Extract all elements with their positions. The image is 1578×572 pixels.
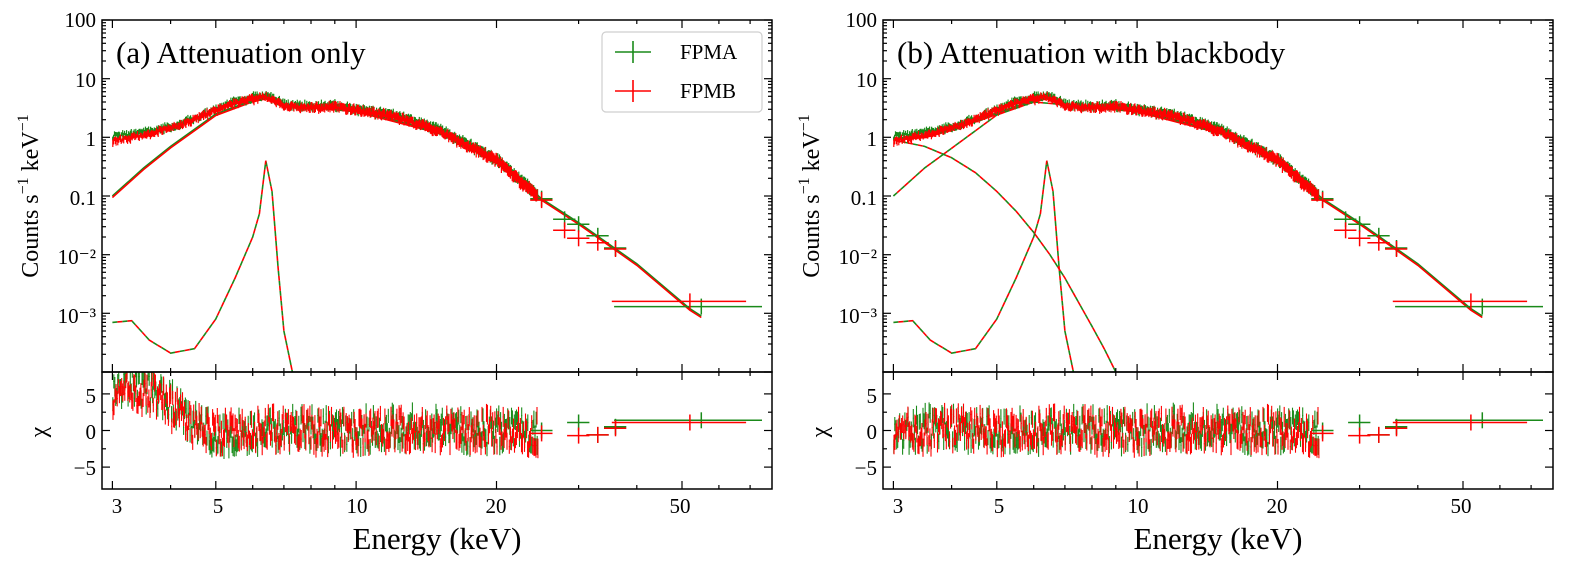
a-rtick-0: 0 [86, 420, 97, 444]
panel-a-plot-marks [111, 91, 762, 459]
model-model-total-fpma [111, 96, 702, 317]
a-ytick-100: 100 [65, 8, 97, 32]
model-fe-line-fpmb [893, 160, 1075, 372]
model-fe-line-fpma [893, 160, 1075, 372]
panel-a-title: (a) Attenuation only [116, 35, 366, 70]
model-fe-line-fpmb [112, 160, 294, 372]
a-rtick-neg5: −5 [74, 456, 96, 480]
legend-marker-fpma [615, 41, 651, 63]
a-ytick-1: 1 [86, 127, 97, 151]
a-ytick-1e-2: 10⁻² [58, 245, 96, 269]
spectrum-marks [892, 91, 1543, 372]
a-rtick-5: 5 [86, 384, 97, 408]
panel-a-y-label: Counts s−1 keV−1 [15, 114, 44, 277]
legend-marker-fpmb [615, 80, 651, 102]
panel-a-x-label: Energy (keV) [352, 521, 521, 556]
model-model-total-fpma [893, 96, 1483, 317]
panel-b: (b) Attenuation with blackbody 100 10 1 … [796, 8, 1554, 556]
model-blackbody-fpma [893, 139, 1117, 372]
a-xtick-5: 5 [213, 494, 224, 518]
residual-marks [112, 372, 762, 459]
a-xtick-50: 50 [670, 494, 691, 518]
model-fe-line-fpma [112, 160, 294, 372]
model-attenuated-continuum-fpmb [892, 101, 1138, 197]
spectrum-marks [111, 91, 762, 372]
legend-label-fpma: FPMA [680, 40, 738, 64]
legend-label-fpmb: FPMB [680, 79, 736, 103]
a-xtick-3: 3 [112, 494, 123, 518]
panel-a-residual-label: χ [26, 426, 52, 438]
a-ytick-0.1: 0.1 [70, 186, 96, 210]
panel-b-plot-marks [892, 91, 1543, 459]
legend: FPMA FPMB [601, 31, 763, 113]
a-xtick-20: 20 [486, 494, 507, 518]
a-ytick-10: 10 [75, 68, 96, 92]
panel-a-ticks [102, 19, 772, 489]
panel-a: (a) Attenuation only 100 10 1 0.1 10⁻² 1… [15, 8, 773, 556]
model-model-total-fpmb [111, 98, 702, 319]
a-xtick-10: 10 [347, 494, 368, 518]
a-ytick-1e-3: 10⁻³ [58, 304, 96, 328]
model-model-total-fpmb [893, 98, 1483, 319]
